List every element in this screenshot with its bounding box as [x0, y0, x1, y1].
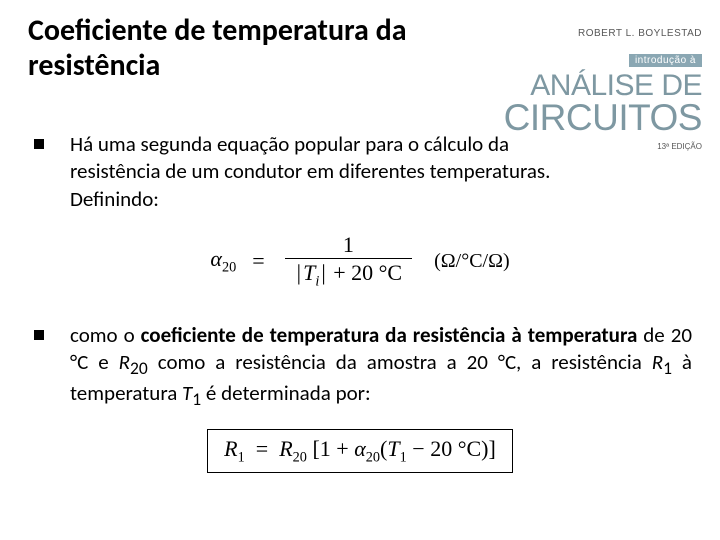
cover-title-line2: CIRCUITOS [477, 99, 702, 136]
alpha-sub: 20 [222, 259, 236, 275]
bullet-2-text: como o coeficiente de temperatura da res… [70, 322, 692, 411]
denominator: |Ti| + 20 °C [285, 259, 412, 291]
alpha-symbol: α [210, 246, 222, 271]
denom-plus: + 20 °C [328, 260, 402, 285]
denom-var: T [303, 260, 315, 285]
formula-2: R1 = R20 [1 + α20(T1 − 20 °C)] [207, 429, 513, 473]
cover-title: ANÁLISE DE CIRCUITOS [477, 71, 702, 136]
page-title: Coeficiente de temperatura da resistênci… [28, 14, 448, 83]
f2-R20: R [279, 436, 292, 461]
numerator: 1 [333, 231, 364, 259]
f2-R1: R [224, 436, 237, 461]
f2-T1-sub: 1 [400, 449, 407, 465]
equals-sign: = [252, 248, 264, 274]
cover-intro-badge: introdução à [629, 54, 702, 67]
fraction: 1 |Ti| + 20 °C [285, 231, 412, 292]
f2-alpha: α [354, 436, 366, 461]
bullet-marker-icon [34, 330, 44, 340]
cover-edition: 13ª EDIÇÃO [477, 142, 702, 151]
slide: ROBERT L. BOYLESTAD introdução à ANÁLISE… [0, 0, 720, 540]
f2-minus20: − 20 °C [407, 436, 481, 461]
f2-T1: T [387, 436, 399, 461]
formula-1-units: (Ω/°C/Ω) [434, 250, 510, 273]
bullet-marker-icon [34, 139, 44, 149]
f2-R20-sub: 20 [293, 449, 307, 465]
formula-2-wrap: R1 = R20 [1 + α20(T1 − 20 °C)] [28, 429, 692, 473]
formula-1-wrap: α20 = 1 |Ti| + 20 °C (Ω/°C/Ω) [28, 231, 692, 292]
formula-1: α20 = 1 |Ti| + 20 °C (Ω/°C/Ω) [210, 231, 509, 292]
cover-author: ROBERT L. BOYLESTAD [477, 28, 702, 39]
book-cover-sidebar: ROBERT L. BOYLESTAD introdução à ANÁLISE… [477, 28, 702, 151]
formula-1-eq: α20 = 1 |Ti| + 20 °C [210, 231, 416, 292]
bullet-2: como o coeficiente de temperatura da res… [28, 322, 692, 411]
f2-R1-sub: 1 [238, 449, 245, 465]
f2-alpha-sub: 20 [366, 449, 380, 465]
